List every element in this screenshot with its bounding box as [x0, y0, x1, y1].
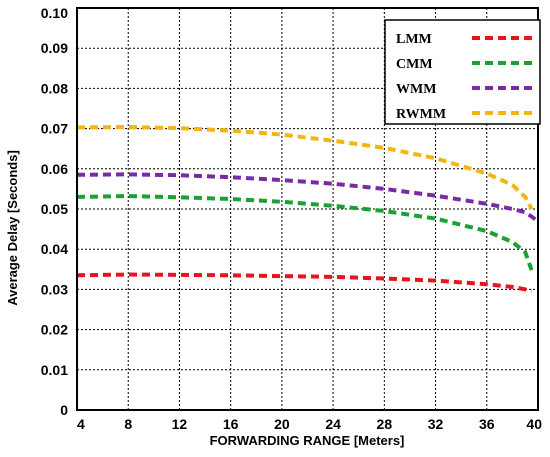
series-group — [76, 125, 540, 293]
y-tick-label: 0.02 — [41, 322, 68, 338]
series-line-rwmm — [76, 125, 534, 210]
y-tick-label: 0.10 — [41, 5, 68, 21]
tick-labels: 4 8 12 16 20 24 28 32 36 40 0 0.01 0.02 0.03 0.04 0.05 0… — [41, 5, 542, 432]
series-line-cmm — [76, 194, 534, 271]
x-axis-label: FORWARDING RANGE [Meters] — [210, 433, 405, 448]
legend: LMM CMM WMM RWMM — [384, 19, 541, 125]
y-tick-label: 0.05 — [41, 201, 68, 217]
x-tick-label: 16 — [223, 416, 239, 432]
y-tick-label: 0.08 — [41, 80, 68, 96]
y-tick-label: 0 — [60, 402, 68, 418]
series-line-lmm — [76, 272, 533, 293]
x-tick-label: 40 — [526, 416, 542, 432]
x-tick-label: 28 — [377, 416, 393, 432]
plot-frame — [76, 7, 539, 411]
y-tick-label: 0.06 — [41, 161, 68, 177]
y-tick-label: 0.03 — [41, 281, 68, 297]
y-tick-label: 0.07 — [41, 121, 68, 137]
x-tick-label: 24 — [325, 416, 341, 432]
x-tick-label: 4 — [77, 416, 85, 432]
x-tick-label: 32 — [428, 416, 444, 432]
x-tick-label: 8 — [124, 416, 132, 432]
x-tick-label: 12 — [172, 416, 188, 432]
y-tick-label: 0.04 — [41, 241, 68, 257]
series-line-wmm — [76, 172, 540, 223]
legend-label: WMM — [396, 82, 436, 97]
legend-label: CMM — [396, 57, 433, 72]
x-tick-label: 36 — [479, 416, 495, 432]
y-axis-label: Average Delay [Seconds] — [5, 150, 20, 306]
legend-label: RWMM — [396, 107, 446, 122]
y-tick-label: 0.09 — [41, 40, 68, 56]
y-tick-label: 0.01 — [41, 362, 68, 378]
x-tick-label: 20 — [274, 416, 290, 432]
legend-label: LMM — [396, 32, 432, 47]
